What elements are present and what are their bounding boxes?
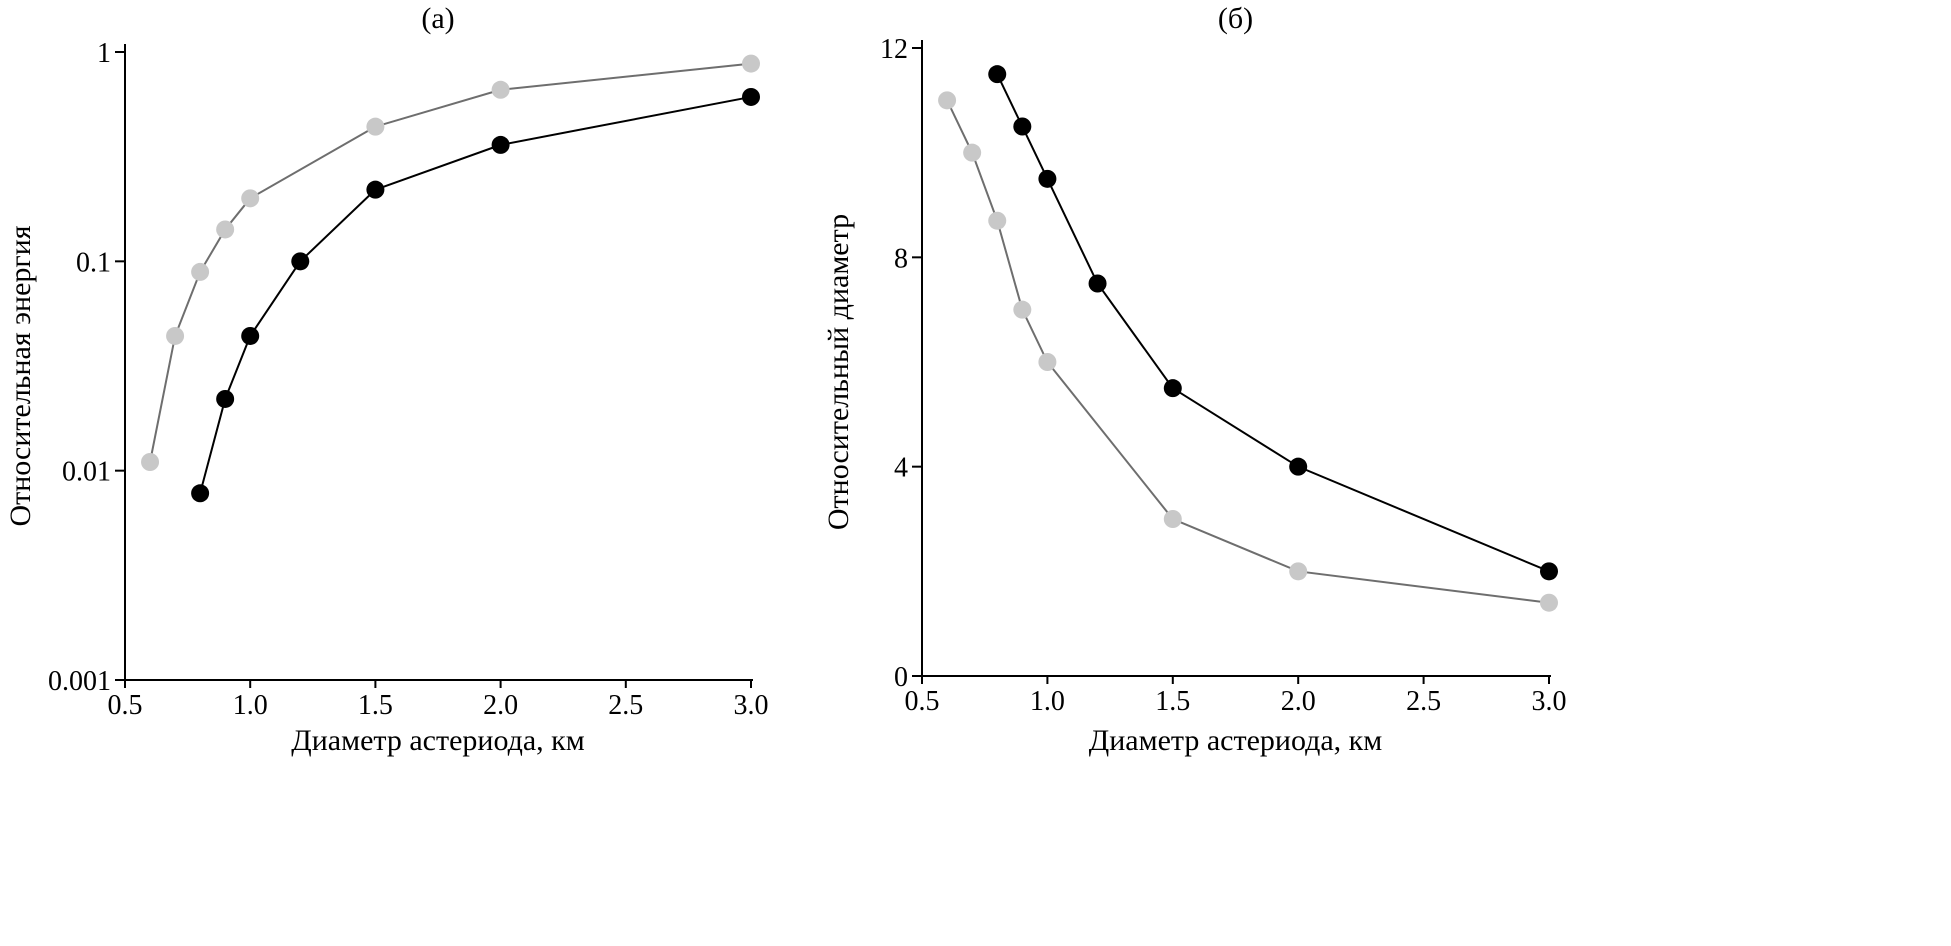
x-tick-label: 2.0 [1281, 686, 1316, 717]
x-tick-label: 1.5 [1155, 686, 1190, 717]
data-point [491, 80, 510, 99]
y-tick-label: 4 [894, 453, 908, 484]
data-point [988, 65, 1007, 84]
data-point [742, 87, 760, 106]
data-point [291, 252, 310, 271]
series-line [946, 99, 1550, 604]
data-point [742, 54, 760, 73]
x-tick-label: 3.0 [734, 690, 769, 721]
series-line [996, 73, 1550, 573]
x-axis-label: Диаметр астериода, км [291, 724, 585, 757]
data-point [141, 453, 160, 472]
data-point [1013, 117, 1032, 136]
data-point [1289, 562, 1308, 581]
data-point [1289, 457, 1308, 476]
data-point [191, 484, 210, 503]
data-point [491, 135, 510, 154]
y-tick-label: 12 [880, 34, 908, 65]
x-tick-label: 1.0 [1030, 686, 1065, 717]
y-tick-label: 0.001 [48, 666, 111, 697]
y-tick-label: 0 [894, 662, 908, 693]
x-axis-label: Диаметр астериода, км [1089, 724, 1383, 757]
x-tick-label: 1.5 [358, 690, 393, 721]
data-point [988, 211, 1007, 230]
data-point [241, 189, 260, 208]
data-point [1540, 562, 1558, 581]
x-tick-label: 1.0 [233, 690, 268, 721]
y-tick-label: 0.01 [62, 457, 111, 488]
y-axis-label: Относительная энергия [4, 225, 37, 526]
x-tick-label: 2.5 [1406, 686, 1441, 717]
data-point [1038, 353, 1057, 371]
data-point [191, 262, 210, 281]
y-axis-label: Относительный диаметр [822, 214, 855, 530]
x-tick-label: 2.0 [483, 690, 518, 721]
data-point [1163, 379, 1182, 398]
data-point [1088, 274, 1107, 293]
y-tick-label: 8 [894, 243, 908, 274]
data-point [166, 326, 185, 345]
chart-title: (а) [421, 2, 454, 35]
data-point [366, 180, 385, 199]
data-point [366, 117, 385, 136]
data-point [1540, 593, 1558, 612]
data-point [216, 389, 235, 408]
data-point [963, 143, 982, 162]
series-line [149, 62, 752, 463]
y-tick-label: 0.1 [76, 247, 111, 278]
x-tick-label: 3.0 [1532, 686, 1567, 717]
data-point [241, 326, 260, 345]
series-line [199, 95, 752, 494]
x-tick-label: 0.5 [108, 690, 143, 721]
y-tick-label: 1 [97, 38, 111, 69]
data-point [938, 91, 957, 110]
x-tick-label: 2.5 [608, 690, 643, 721]
data-point [1038, 169, 1057, 188]
data-point [1013, 300, 1032, 319]
data-point [216, 220, 235, 239]
data-point [1163, 510, 1182, 528]
x-tick-label: 0.5 [905, 686, 940, 717]
chart-title: (б) [1218, 2, 1253, 35]
